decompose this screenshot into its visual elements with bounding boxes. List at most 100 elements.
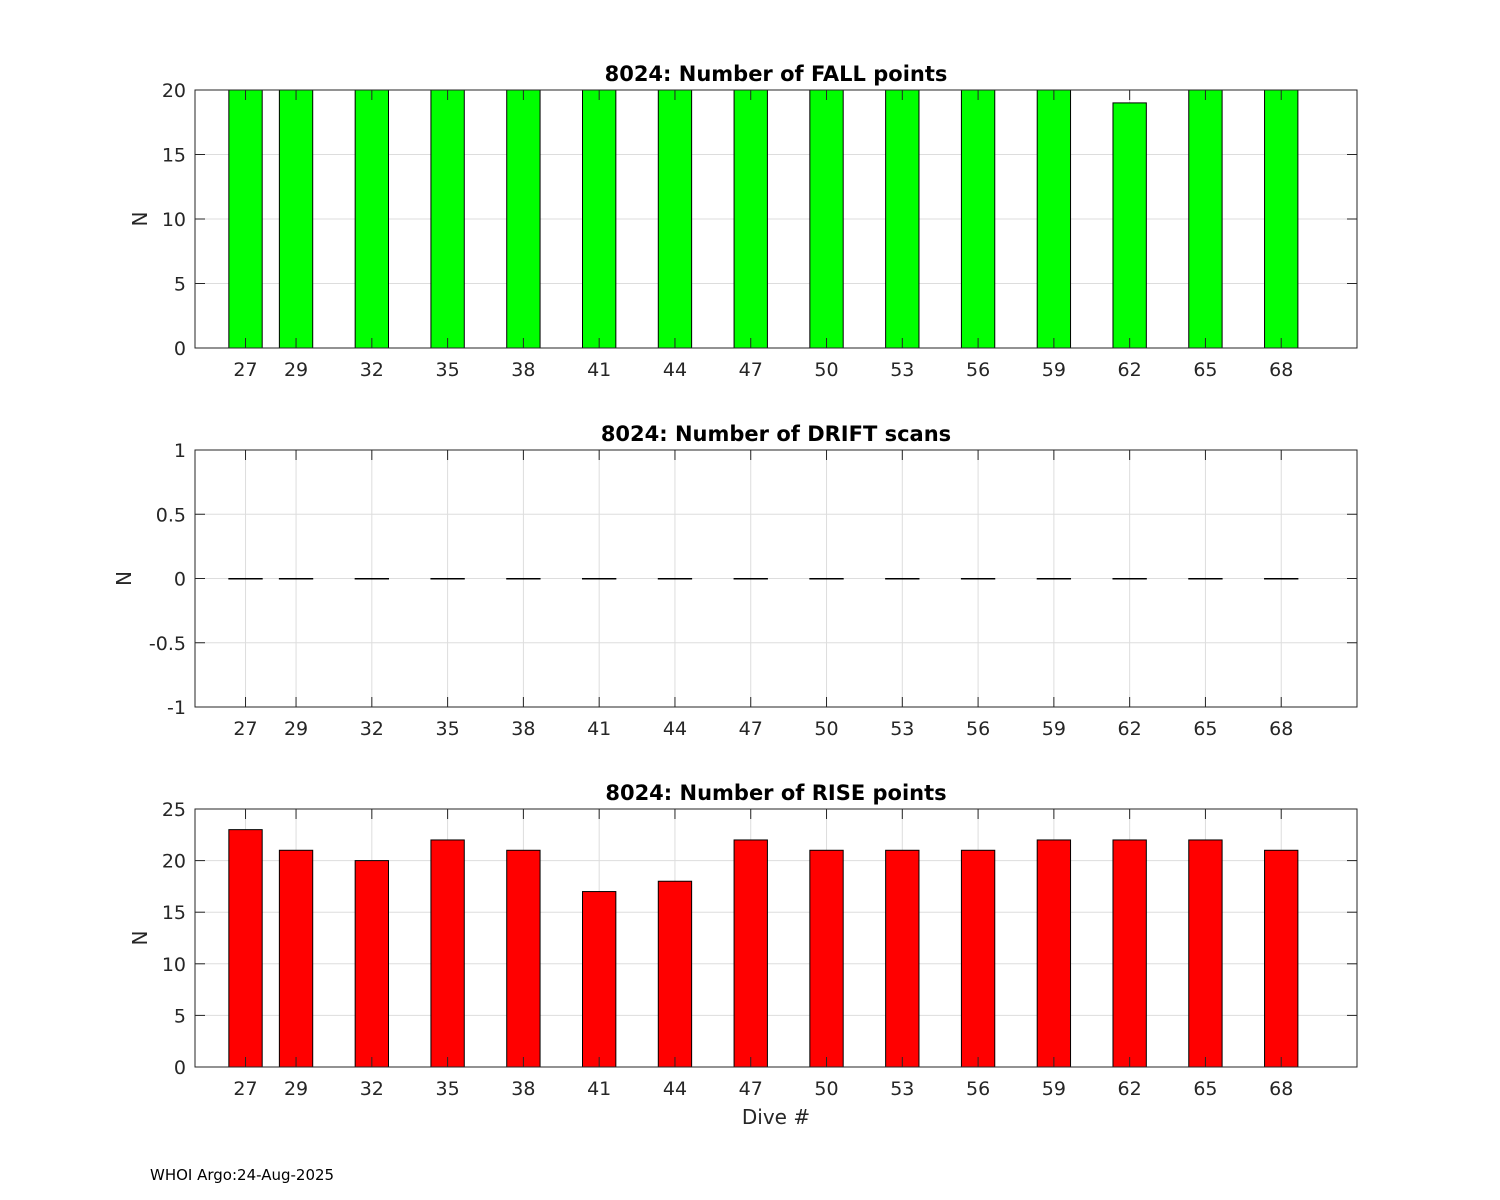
bar <box>582 578 617 580</box>
bar <box>1036 839 1072 1068</box>
x-tick-label: 38 <box>511 718 535 740</box>
bar <box>1188 839 1223 1068</box>
x-tick-label: 35 <box>436 359 460 381</box>
x-tick-label: 41 <box>587 359 611 381</box>
bar <box>960 89 996 349</box>
bar <box>354 578 389 580</box>
bar <box>657 880 693 1068</box>
bar <box>506 578 541 580</box>
y-tick-label: 25 <box>162 799 186 821</box>
chart-panel-3: 27 29 32 35 38 41 44 47 50 53 56 59 62 65 68 0 5 10 15 20 25… <box>128 781 1358 1129</box>
bar <box>733 578 768 580</box>
y-tick-label: 20 <box>162 851 186 873</box>
bar <box>809 849 844 1068</box>
x-tick-label: 47 <box>739 1078 763 1100</box>
x-tick-label: 53 <box>890 359 914 381</box>
bar <box>1264 578 1299 580</box>
bar <box>1036 578 1072 580</box>
x-tick-label: 65 <box>1193 1078 1217 1100</box>
x-tick-label: 50 <box>814 359 838 381</box>
x-tick-label: 32 <box>360 359 384 381</box>
x-tick-label: 56 <box>966 359 990 381</box>
x-tick-label: 47 <box>739 359 763 381</box>
x-tick-label: 29 <box>284 359 308 381</box>
x-tick-label: 50 <box>814 1078 838 1100</box>
bar <box>1112 578 1147 580</box>
bar <box>278 578 314 580</box>
y-tick-label: 0 <box>174 338 186 360</box>
y-tick-label: 20 <box>162 80 186 102</box>
x-tick-label: 44 <box>663 1078 687 1100</box>
bar <box>960 578 996 580</box>
bar <box>228 578 263 580</box>
y-tick-label: 1 <box>174 440 186 462</box>
chart-title: 8024: Number of DRIFT scans <box>601 422 951 446</box>
x-tick-label: 65 <box>1193 359 1217 381</box>
x-tick-label: 29 <box>284 718 308 740</box>
bar <box>733 839 768 1068</box>
chart-title: 8024: Number of FALL points <box>605 62 948 86</box>
y-tick-label: 0 <box>174 1057 186 1079</box>
x-tick-label: 27 <box>233 718 257 740</box>
bar <box>809 89 844 349</box>
x-tick-label: 38 <box>511 1078 535 1100</box>
chart-panel-2: 27 29 32 35 38 41 44 47 50 53 56 59 62 65 68 -1 -0.5 0 0.5… <box>112 422 1358 740</box>
bar <box>809 578 844 580</box>
y-axis-label: N <box>128 212 152 227</box>
y-tick-label: 0.5 <box>156 504 186 526</box>
x-tick-label: 32 <box>360 718 384 740</box>
y-tick-label: 15 <box>162 902 186 924</box>
bar <box>430 839 465 1068</box>
bar <box>582 891 617 1068</box>
bar <box>354 89 389 349</box>
x-tick-label: 59 <box>1042 1078 1066 1100</box>
bar <box>278 849 314 1068</box>
x-tick-label: 56 <box>966 718 990 740</box>
x-tick-label: 41 <box>587 1078 611 1100</box>
x-tick-label: 65 <box>1193 718 1217 740</box>
y-tick-label: 15 <box>162 145 186 167</box>
bar <box>1112 102 1147 349</box>
x-axis-label: Dive # <box>742 1105 810 1129</box>
y-tick-label: 10 <box>162 209 186 231</box>
x-tick-label: 53 <box>890 718 914 740</box>
x-tick-label: 29 <box>284 1078 308 1100</box>
x-tick-label: 27 <box>233 1078 257 1100</box>
axes-frame <box>194 808 1358 1068</box>
bar <box>354 860 389 1068</box>
y-tick-label: 10 <box>162 954 186 976</box>
bar <box>1188 578 1223 580</box>
x-tick-label: 68 <box>1269 359 1293 381</box>
bar <box>1188 89 1223 349</box>
bar <box>1036 89 1072 349</box>
y-tick-label: 5 <box>174 1005 186 1027</box>
y-tick-label: 5 <box>174 274 186 296</box>
x-tick-label: 62 <box>1118 1078 1142 1100</box>
x-tick-label: 62 <box>1118 718 1142 740</box>
x-tick-label: 53 <box>890 1078 914 1100</box>
x-tick-label: 68 <box>1269 1078 1293 1100</box>
x-tick-label: 56 <box>966 1078 990 1100</box>
y-tick-label: -0.5 <box>149 633 186 655</box>
x-tick-label: 50 <box>814 718 838 740</box>
x-tick-label: 68 <box>1269 718 1293 740</box>
x-tick-label: 38 <box>511 359 535 381</box>
x-tick-label: 32 <box>360 1078 384 1100</box>
bar <box>1264 849 1299 1068</box>
bar <box>506 89 541 349</box>
chart-title: 8024: Number of RISE points <box>605 781 946 805</box>
x-tick-label: 44 <box>663 359 687 381</box>
bar <box>885 578 920 580</box>
footer-stamp: WHOI Argo:24-Aug-2025 <box>150 1166 335 1184</box>
x-tick-label: 35 <box>436 1078 460 1100</box>
y-tick-label: 0 <box>174 569 186 591</box>
bar <box>885 89 920 349</box>
x-tick-label: 27 <box>233 359 257 381</box>
x-tick-label: 44 <box>663 718 687 740</box>
y-tick-label: -1 <box>167 697 186 719</box>
bar <box>430 578 465 580</box>
bar <box>1264 89 1299 349</box>
x-tick-label: 35 <box>436 718 460 740</box>
x-tick-label: 59 <box>1042 718 1066 740</box>
